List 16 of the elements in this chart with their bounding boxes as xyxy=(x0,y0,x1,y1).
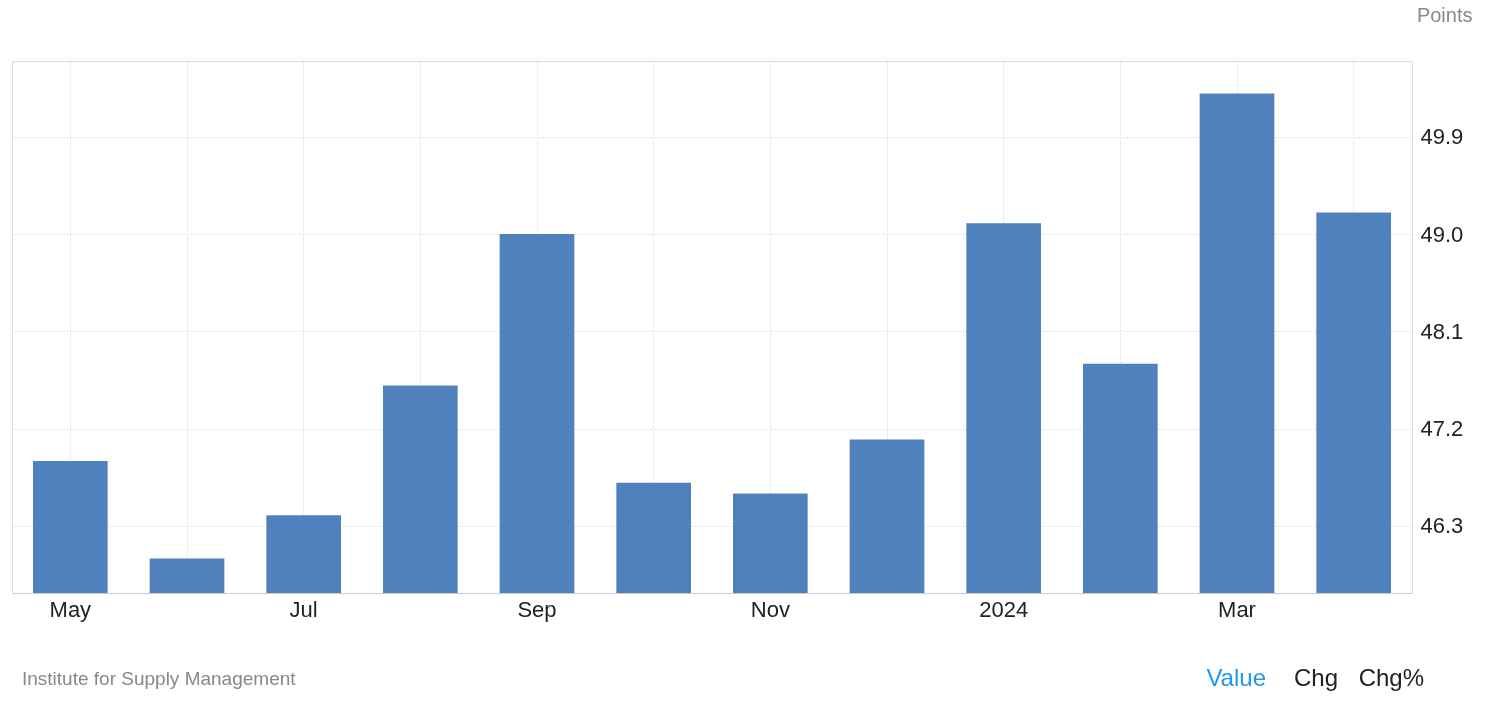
y-tick-label: 48.1 xyxy=(1420,318,1464,344)
y-axis-title: Points xyxy=(1416,3,1473,26)
y-tick-label: 49.9 xyxy=(1420,124,1464,150)
x-tick-label: 2024 xyxy=(979,596,1029,622)
x-tick-label: Mar xyxy=(1218,596,1256,622)
x-tick-label: Nov xyxy=(750,596,790,622)
x-tick-label: May xyxy=(49,596,92,622)
text: Institute for Supply Management xyxy=(22,668,297,689)
y-tick-label: 47.2 xyxy=(1420,416,1464,442)
x-tick-label: Jul xyxy=(289,596,318,622)
x-tick-label: Sep xyxy=(517,596,557,622)
y-tick-label: 46.3 xyxy=(1420,513,1464,539)
text: Chg% xyxy=(1358,664,1424,691)
text: Chg xyxy=(1293,664,1338,691)
y-tick-label: 49.0 xyxy=(1420,221,1464,247)
text: Value xyxy=(1206,664,1266,691)
